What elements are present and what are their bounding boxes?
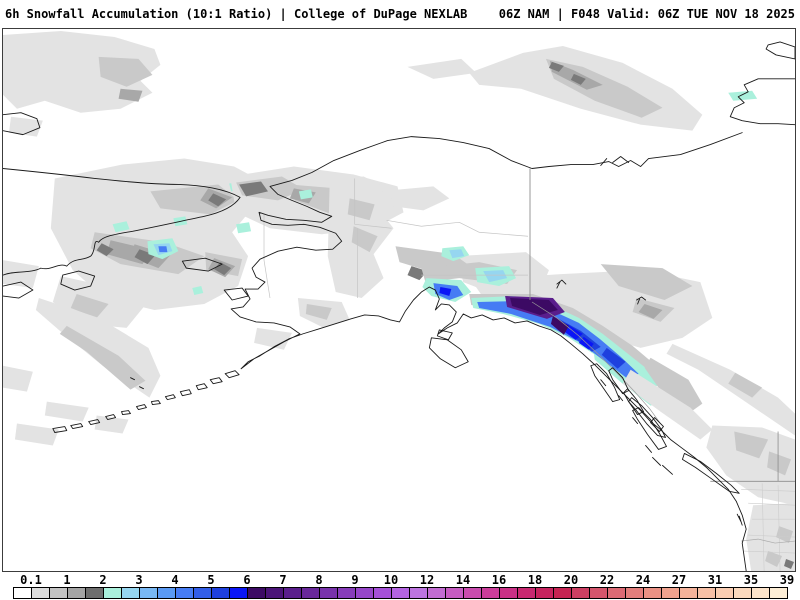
legend-tick-label: 1 [63,573,71,587]
legend-color-cell [464,588,482,598]
legend-color-cell [518,588,536,598]
legend-color-cell [356,588,374,598]
model-run-valid-time: 06Z NAM | F048 Valid: 06Z TUE NOV 18 202… [498,6,795,21]
legend-color-cell [230,588,248,598]
political-borders [263,168,795,571]
legend-tick-label: 3 [135,573,143,587]
legend-color-cell [266,588,284,598]
snowfall-shading [3,31,795,571]
legend-color-cell [50,588,68,598]
legend-color-cell [698,588,716,598]
legend-color-cell [554,588,572,598]
legend-tick-label: 31 [707,573,723,587]
legend-color-cell [428,588,446,598]
legend-tick-label: 9 [351,573,359,587]
legend-color-cell [32,588,50,598]
title-bar: 6h Snowfall Accumulation (10:1 Ratio) | … [0,0,800,27]
legend-color-cell [626,588,644,598]
coastlines [3,41,795,571]
legend-color-cell [482,588,500,598]
legend-tick-labels: 0.1 1 2 3 4 5 6 7 8 9 10 12 14 16 18 20 22 24 27 31 35 39 [0,573,800,587]
legend-color-cell [302,588,320,598]
legend-color-cell [122,588,140,598]
legend-color-cell [374,588,392,598]
legend-color-cell [536,588,554,598]
legend-color-cell [86,588,104,598]
legend-color-cell [716,588,734,598]
legend-color-cell [68,588,86,598]
canada-us-border [710,431,795,482]
legend-color-cell [410,588,428,598]
legend-color-cell [644,588,662,598]
legend-tick-label: 14 [455,573,471,587]
legend-color-cell [572,588,590,598]
weather-map [3,31,795,571]
legend-tick-label: 16 [491,573,507,587]
legend-tick-label: 20 [563,573,579,587]
legend-color-cell [752,588,770,598]
product-title: 6h Snowfall Accumulation (10:1 Ratio) | … [5,6,468,21]
legend-tick-label: 22 [599,573,615,587]
legend-color-cell [662,588,680,598]
legend-tick-label: 7 [279,573,287,587]
legend-tick-label: 18 [527,573,543,587]
legend-color-cell [320,588,338,598]
legend-color-cell [500,588,518,598]
legend-color-cell [194,588,212,598]
legend-tick-label: 10 [383,573,399,587]
legend-tick-label: 35 [743,573,759,587]
legend-tick-label: 27 [671,573,687,587]
legend-color-cell [770,588,787,598]
legend-tick-label: 2 [99,573,107,587]
county-lines [741,483,795,571]
legend-tick-label: 8 [315,573,323,587]
legend-color-cell [14,588,32,598]
legend-color-cell [608,588,626,598]
legend-tick-label: 4 [171,573,179,587]
legend-color-cell [590,588,608,598]
map-frame [2,28,796,572]
legend-tick-label: 6 [243,573,251,587]
legend-color-cell [104,588,122,598]
legend-tick-label: 39 [779,573,795,587]
legend-color-cell [446,588,464,598]
legend-color-cell [176,588,194,598]
legend-color-cell [734,588,752,598]
legend-color-cell [392,588,410,598]
legend-color-cell [284,588,302,598]
legend-color-cell [338,588,356,598]
legend-color-cell [158,588,176,598]
legend-tick-label: 0.1 [20,573,42,587]
legend-tick-label: 24 [635,573,651,587]
legend-tick-label: 12 [419,573,435,587]
legend-color-cell [212,588,230,598]
legend-color-cell [140,588,158,598]
legend-colorbar [13,587,788,599]
legend-color-cell [680,588,698,598]
legend-tick-label: 5 [207,573,215,587]
legend-color-cell [248,588,266,598]
